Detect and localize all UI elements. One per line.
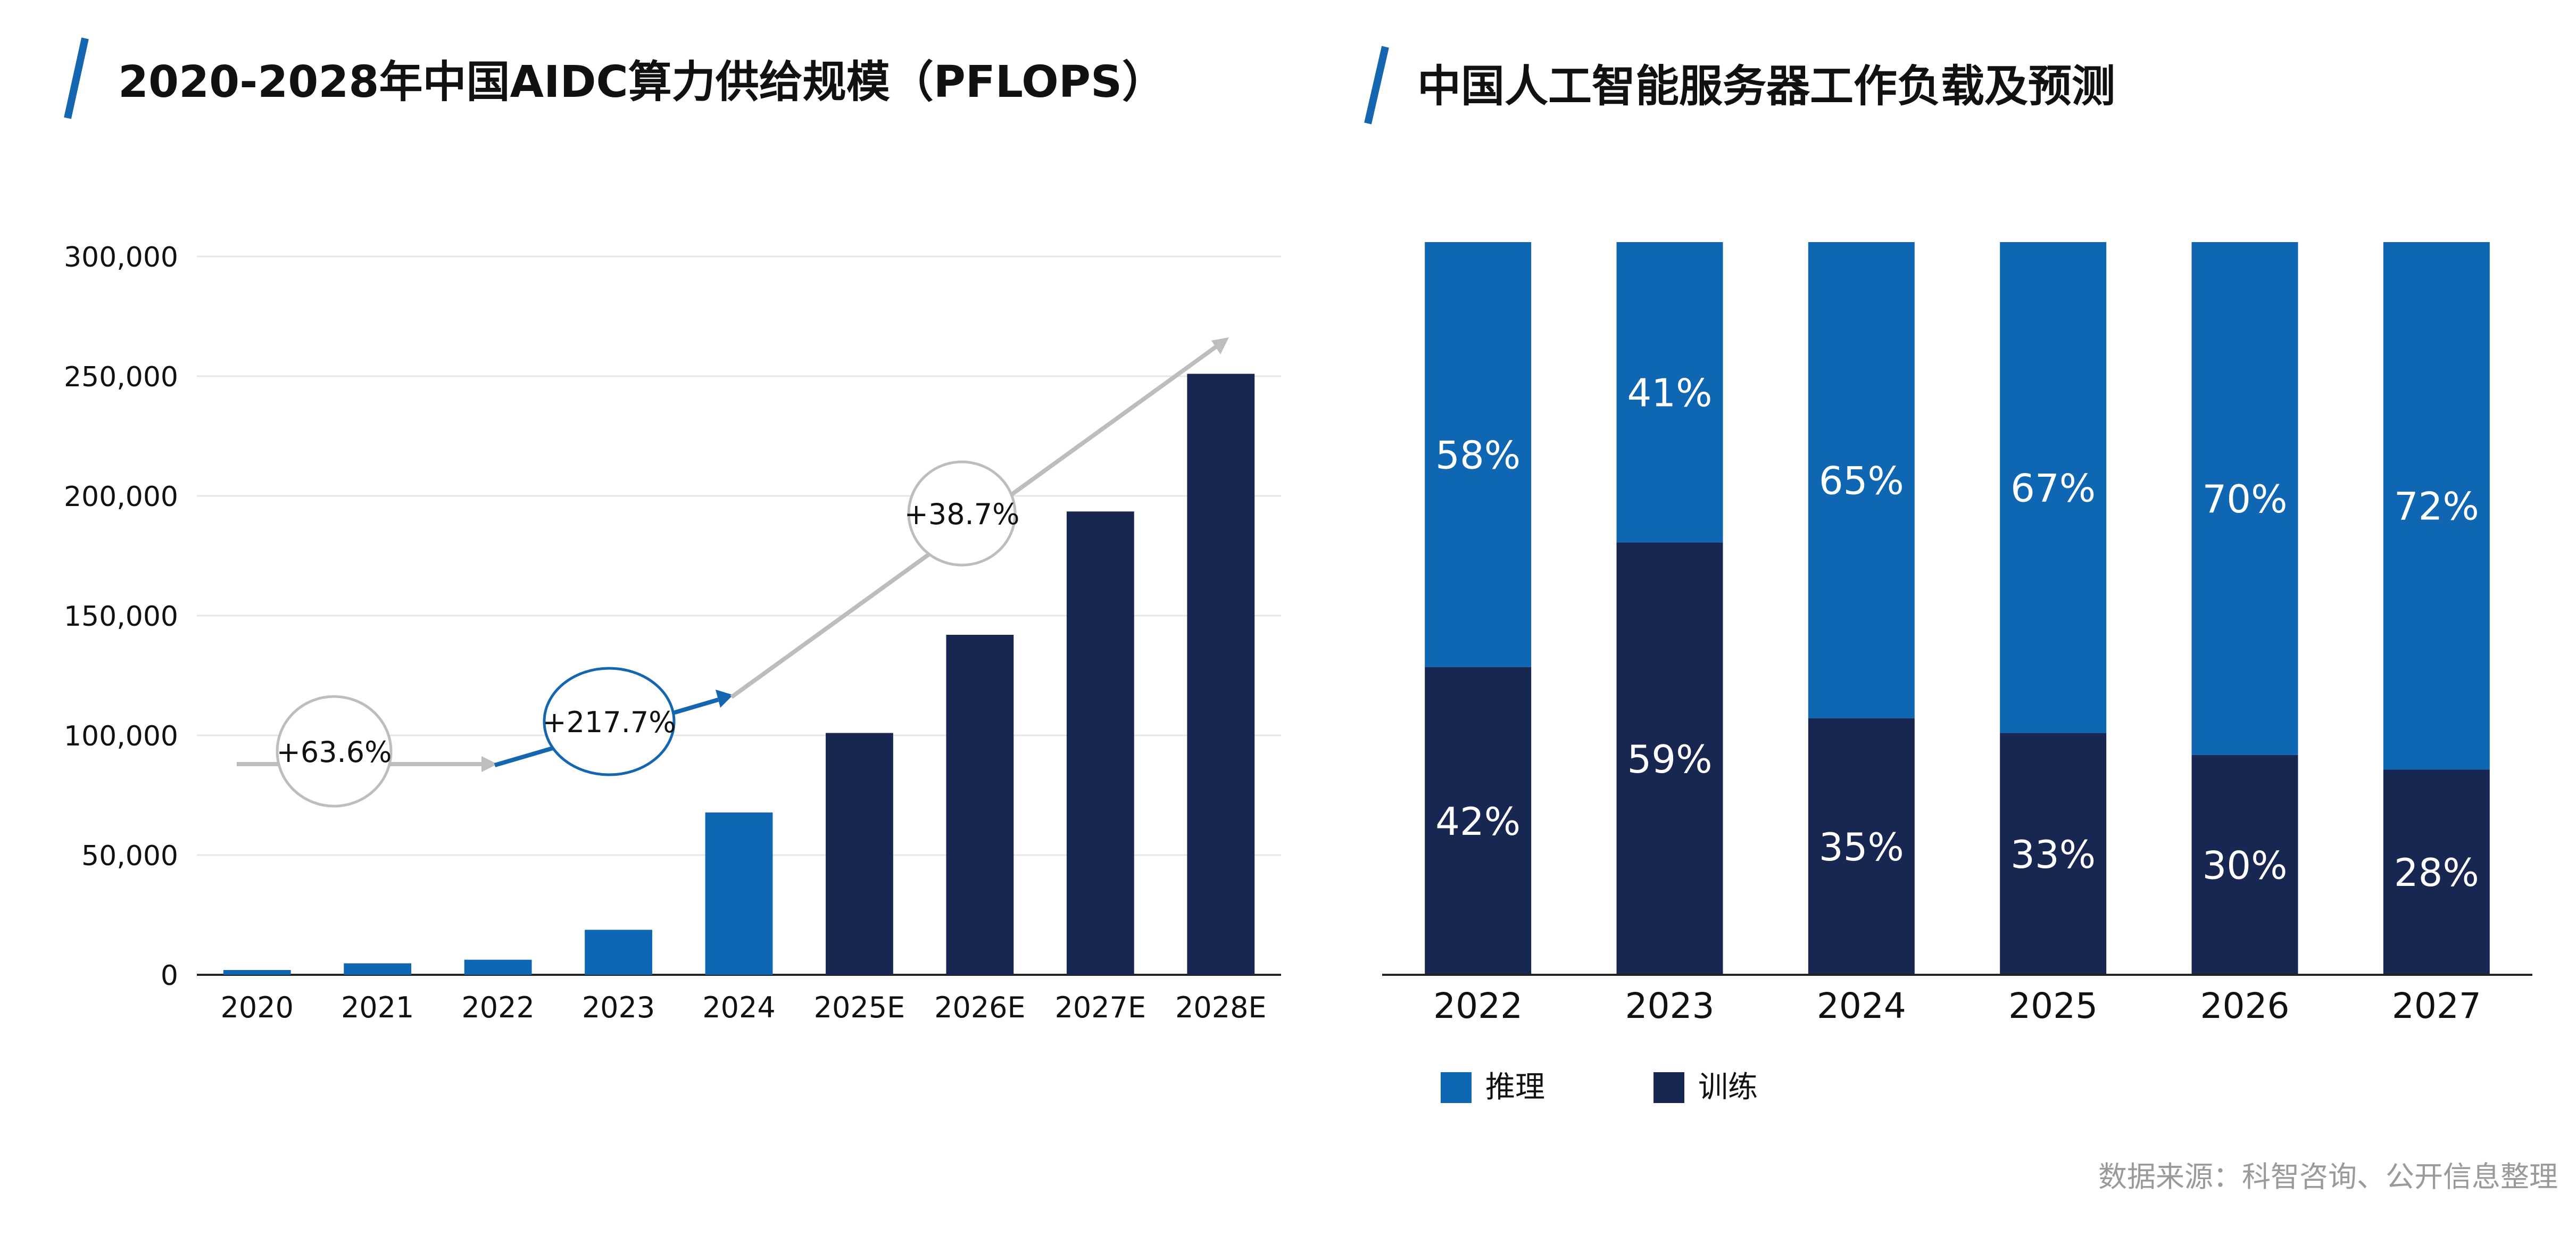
left-y-tick-label: 100,000 xyxy=(64,720,178,752)
right-bar-inference-2022 xyxy=(1425,242,1532,667)
legend-swatch-inference xyxy=(1441,1072,1472,1103)
left-bar-2022 xyxy=(464,959,532,975)
right-bar-inference-2024 xyxy=(1808,242,1915,719)
right-x-tick-label: 2023 xyxy=(1625,985,1715,1026)
left-y-tick-label: 0 xyxy=(161,960,178,992)
right-data-label-inference: 58% xyxy=(1435,433,1520,477)
right-data-label-training: 28% xyxy=(2394,850,2479,895)
growth-label-3: +38.7% xyxy=(904,498,1020,531)
right-data-label-training: 42% xyxy=(1435,799,1520,844)
right-chart-legend: 推理 训练 xyxy=(1441,1070,1758,1105)
gray-arrowhead-3 xyxy=(1211,337,1229,354)
right-x-tick-label: 2025 xyxy=(2008,985,2098,1026)
left-chart-title: 2020-2028年中国AIDC算力供给规模（PFLOPS） xyxy=(118,57,1166,107)
right-data-label-inference: 70% xyxy=(2202,477,2287,521)
right-chart-x-axis: 2022 2023 2024 2025 2026 2027 xyxy=(1433,985,2481,1026)
legend-swatch-training xyxy=(1653,1072,1684,1103)
left-x-tick-label: 2025E xyxy=(814,991,905,1024)
growth-bubble-1 xyxy=(276,695,393,808)
left-y-tick-label: 200,000 xyxy=(64,481,178,513)
right-data-label-training: 33% xyxy=(2010,832,2096,877)
right-bar-inference-2023 xyxy=(1616,242,1723,543)
left-y-tick-label: 300,000 xyxy=(64,242,178,273)
right-bar-inference-2026 xyxy=(2191,242,2298,755)
growth-arrows: +63.6% +217.7% +38.7% xyxy=(237,337,1229,808)
left-x-tick-label: 2028E xyxy=(1175,991,1267,1024)
growth-bubble-3 xyxy=(907,460,1017,567)
left-bar-2025E xyxy=(826,733,893,975)
left-x-tick-label: 2027E xyxy=(1055,991,1146,1024)
legend-label-training: 训练 xyxy=(1698,1070,1758,1105)
right-bar-inference-2025 xyxy=(2000,242,2107,733)
left-bar-2021 xyxy=(344,963,412,975)
right-bar-training-2023 xyxy=(1616,542,1723,975)
left-bar-2026E xyxy=(946,635,1014,975)
growth-bubble-2 xyxy=(543,667,676,776)
left-title-accent-bar xyxy=(64,37,89,119)
left-y-tick-label: 250,000 xyxy=(64,361,178,393)
left-x-tick-label: 2022 xyxy=(461,991,534,1024)
left-x-tick-label: 2024 xyxy=(702,991,775,1024)
left-x-tick-label: 2023 xyxy=(582,991,655,1024)
left-bar-2024 xyxy=(705,812,773,975)
right-chart-title: 中国人工智能服务器工作负载及预测 xyxy=(1417,61,2115,112)
legend-label-inference: 推理 xyxy=(1485,1070,1545,1105)
growth-label-2: +217.7% xyxy=(542,706,676,739)
left-chart-bars xyxy=(223,374,1255,975)
left-x-tick-label: 2026E xyxy=(934,991,1026,1024)
left-x-tick-label: 2021 xyxy=(341,991,414,1024)
right-bar-training-2022 xyxy=(1425,667,1532,975)
right-title-accent-bar xyxy=(1364,46,1389,125)
right-data-label-training: 35% xyxy=(1819,825,1904,869)
right-bar-training-2024 xyxy=(1808,718,1915,975)
right-data-label-training: 30% xyxy=(2202,843,2287,888)
left-chart-x-axis: 2020 2021 2022 2023 2024 2025E 2026E 2027E 2028E xyxy=(221,991,1267,1024)
left-y-tick-label: 50,000 xyxy=(81,840,178,872)
growth-label-1: +63.6% xyxy=(277,735,392,769)
right-data-label-inference: 65% xyxy=(1819,459,1904,503)
right-bar-training-2027 xyxy=(2383,769,2490,975)
right-x-tick-label: 2024 xyxy=(1817,985,1906,1026)
source-note: 数据来源：科智咨询、公开信息整理 xyxy=(2098,1160,2558,1193)
right-chart-bars: 58% 42% 41% 59% 65% 35% 67% 33% 70% 30% 72% 28% xyxy=(1425,242,2490,975)
blue-arrowhead-2 xyxy=(716,690,733,708)
right-data-label-inference: 72% xyxy=(2394,484,2479,529)
right-x-tick-label: 2022 xyxy=(1433,985,1523,1026)
right-bar-training-2026 xyxy=(2191,755,2298,975)
left-bar-2028E xyxy=(1187,374,1255,975)
left-bar-2023 xyxy=(585,930,652,975)
left-x-tick-label: 2020 xyxy=(221,991,294,1024)
right-data-label-inference: 67% xyxy=(2010,466,2096,510)
left-y-tick-label: 150,000 xyxy=(64,601,178,633)
right-bar-inference-2027 xyxy=(2383,242,2490,770)
right-x-tick-label: 2027 xyxy=(2392,985,2481,1026)
gray-arrowhead-1 xyxy=(481,756,497,772)
left-bar-2027E xyxy=(1066,511,1134,975)
right-x-tick-label: 2026 xyxy=(2200,985,2290,1026)
right-data-label-training: 59% xyxy=(1627,737,1712,782)
left-chart-y-axis: 0 50,000 100,000 150,000 200,000 250,000 300,0… xyxy=(64,242,178,992)
right-bar-training-2025 xyxy=(2000,733,2107,975)
right-data-label-inference: 41% xyxy=(1627,370,1712,415)
left-bar-2020 xyxy=(223,970,291,975)
